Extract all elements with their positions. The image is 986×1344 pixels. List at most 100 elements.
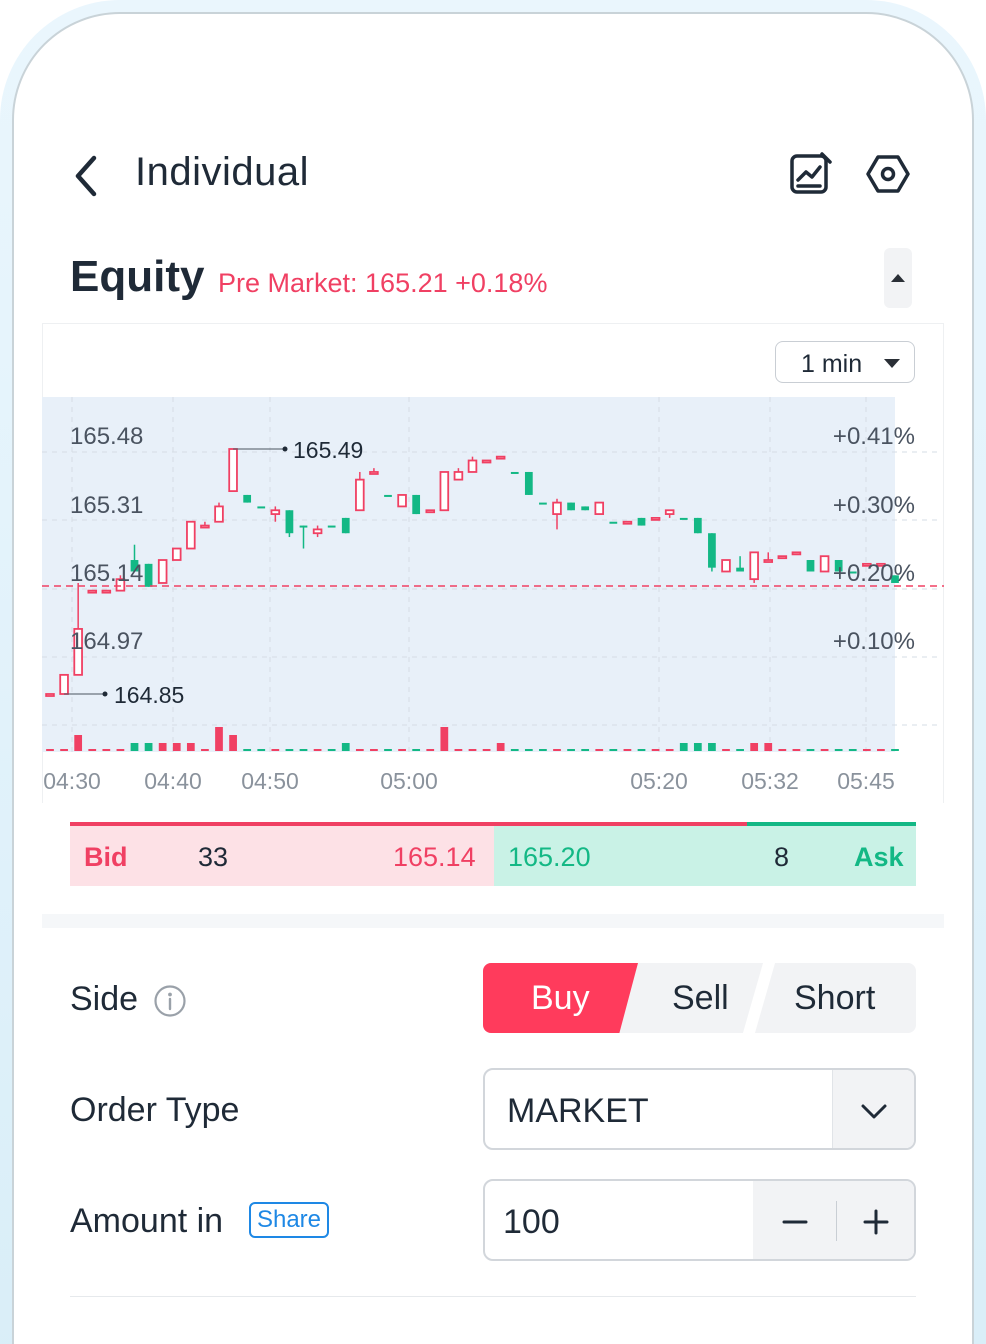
candle-body-up [369, 471, 379, 475]
candle-body-down [637, 517, 646, 526]
y-axis-tick-label: 165.14 [70, 560, 143, 587]
y-axis-right-tick-label: +0.30% [833, 492, 915, 519]
candle-body-up [862, 562, 872, 567]
bid-ratio-bar [70, 822, 747, 826]
caret-down-icon [884, 359, 900, 368]
candle-body-up [594, 501, 605, 515]
x-axis-tick-label: 05:20 [630, 768, 688, 794]
increment-button[interactable] [836, 1181, 914, 1259]
candle-body-down [693, 517, 702, 534]
candle-body-up [552, 501, 562, 515]
settings-button[interactable] [864, 150, 912, 198]
chart-edit-button[interactable] [786, 150, 834, 198]
candle-body-down [243, 494, 252, 503]
candle-body-up [59, 673, 69, 695]
volume-bar [482, 749, 491, 751]
interval-select[interactable]: 1 min [775, 341, 915, 383]
candle-body-down [510, 471, 519, 474]
side-option-sell[interactable]: Sell [672, 979, 729, 1017]
volume-bar [609, 749, 618, 751]
candle-body-down [806, 560, 815, 572]
amount-value[interactable]: 100 [503, 1203, 560, 1241]
volume-bar [355, 749, 364, 751]
volume-bar [637, 749, 646, 751]
volume-bar [848, 749, 857, 751]
ask-price: 165.20 [508, 842, 591, 872]
amount-input[interactable]: 100 [483, 1179, 916, 1261]
volume-bar [74, 735, 83, 751]
collapse-chart-button[interactable] [884, 248, 912, 308]
candle-body-up [87, 589, 98, 594]
back-chevron-icon [75, 155, 97, 197]
side-option-buy[interactable]: Buy [531, 979, 590, 1017]
candle-body-up [749, 551, 759, 581]
candle-body-down [848, 571, 857, 574]
volume-bar [834, 749, 843, 751]
order-type-value: MARKET [507, 1092, 649, 1130]
volume-bar [158, 743, 167, 751]
candle-body-up [270, 509, 281, 515]
side-option-short[interactable]: Short [794, 979, 876, 1017]
volume-bar [46, 749, 54, 751]
volume-bar [313, 749, 322, 751]
candle-body-down [736, 567, 744, 572]
volume-bar [102, 749, 111, 751]
candle-body-down [130, 560, 139, 572]
candle-body-down [257, 506, 266, 509]
candle-body-up [101, 589, 112, 594]
low-marker-dot [102, 691, 108, 697]
chevron-down-icon [861, 1104, 887, 1119]
volume-bar [792, 749, 801, 751]
order-type-dropdown-toggle[interactable] [832, 1070, 914, 1148]
volume-bar [88, 749, 97, 751]
candle-body-up [171, 547, 182, 561]
candle-body-down [524, 471, 533, 495]
price-chart[interactable]: 165.48 165.31 165.14 164.97 +0.41% +0.30% +0.2… [0, 0, 986, 810]
footer-divider [70, 1296, 916, 1297]
volume-bar [524, 749, 533, 751]
side-label: Side [70, 980, 139, 1018]
side-buy-segment[interactable] [483, 963, 638, 1033]
amount-label: Amount in [70, 1202, 224, 1240]
segment-separator [742, 963, 776, 1033]
back-button[interactable] [70, 150, 110, 202]
x-axis-tick-label: 04:50 [241, 768, 299, 794]
volume-bar [820, 749, 829, 751]
volume-bar [201, 749, 209, 751]
volume-bar [862, 749, 871, 751]
candle-body-down [384, 494, 392, 497]
volume-bar [426, 749, 435, 751]
candle-body-up [45, 693, 55, 697]
candle-body-up [467, 459, 478, 473]
ask-size: 8 [774, 842, 790, 872]
volume-bar [454, 749, 463, 751]
candle-body-up [664, 509, 675, 515]
candle-body-up [425, 509, 436, 514]
candle-body-down [299, 525, 308, 528]
volume-bar [539, 749, 547, 751]
decrement-button[interactable] [755, 1181, 835, 1259]
bid-panel[interactable] [70, 822, 494, 886]
info-icon[interactable] [153, 984, 187, 1018]
volume-bar [595, 749, 604, 751]
volume-bar [257, 749, 266, 751]
minus-icon [782, 1220, 808, 1224]
candle-body-up [495, 455, 506, 460]
stepper-divider [836, 1201, 837, 1241]
candle-body-up [791, 551, 802, 556]
ask-panel[interactable] [494, 822, 916, 886]
volume-bar [468, 749, 477, 751]
y-axis-tick-label: 165.48 [70, 423, 143, 450]
volume-bar [877, 749, 885, 751]
amount-unit-toggle[interactable]: Share [249, 1202, 329, 1238]
volume-bar [750, 743, 759, 751]
candle-body-up [721, 559, 731, 573]
candle-body-down [834, 560, 843, 572]
volume-bar [144, 743, 153, 751]
volume-bar [440, 727, 449, 751]
volume-bar [370, 749, 378, 751]
order-type-select[interactable]: MARKET [483, 1068, 916, 1150]
candle-body-up [777, 555, 788, 560]
volume-bar [736, 749, 744, 751]
volume-bar [412, 749, 421, 751]
